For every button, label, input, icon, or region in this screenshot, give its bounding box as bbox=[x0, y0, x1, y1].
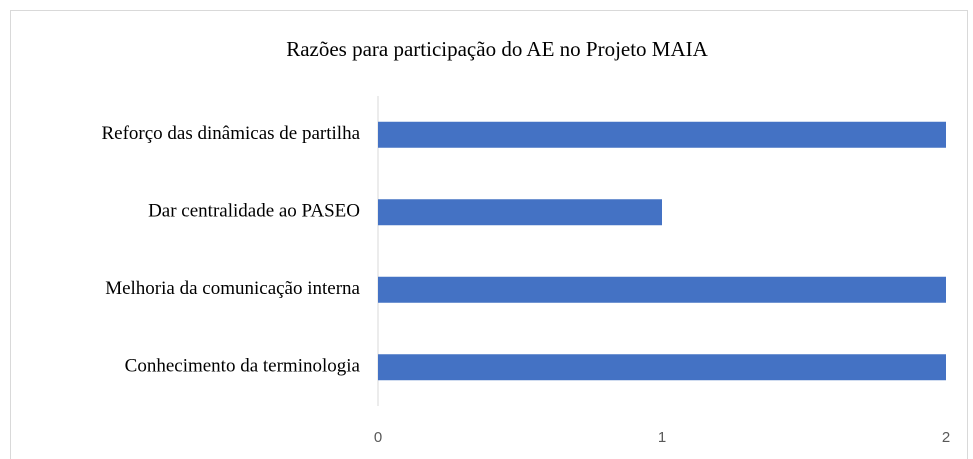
y-tick-label: Reforço das dinâmicas de partilha bbox=[101, 123, 360, 144]
chart-title: Razões para participação do AE no Projet… bbox=[286, 37, 708, 61]
y-tick-label: Dar centralidade ao PASEO bbox=[148, 201, 360, 222]
x-tick-label: 0 bbox=[374, 429, 382, 446]
x-tick-label: 1 bbox=[658, 429, 666, 446]
bar bbox=[378, 276, 946, 303]
x-tick-label: 2 bbox=[942, 429, 950, 446]
y-tick-label: Conhecimento da terminologia bbox=[125, 356, 361, 377]
chart-frame bbox=[10, 10, 968, 459]
bar bbox=[378, 121, 946, 148]
bar bbox=[378, 199, 662, 226]
y-tick-label: Melhoria da comunicação interna bbox=[105, 278, 360, 299]
bar bbox=[378, 354, 946, 381]
